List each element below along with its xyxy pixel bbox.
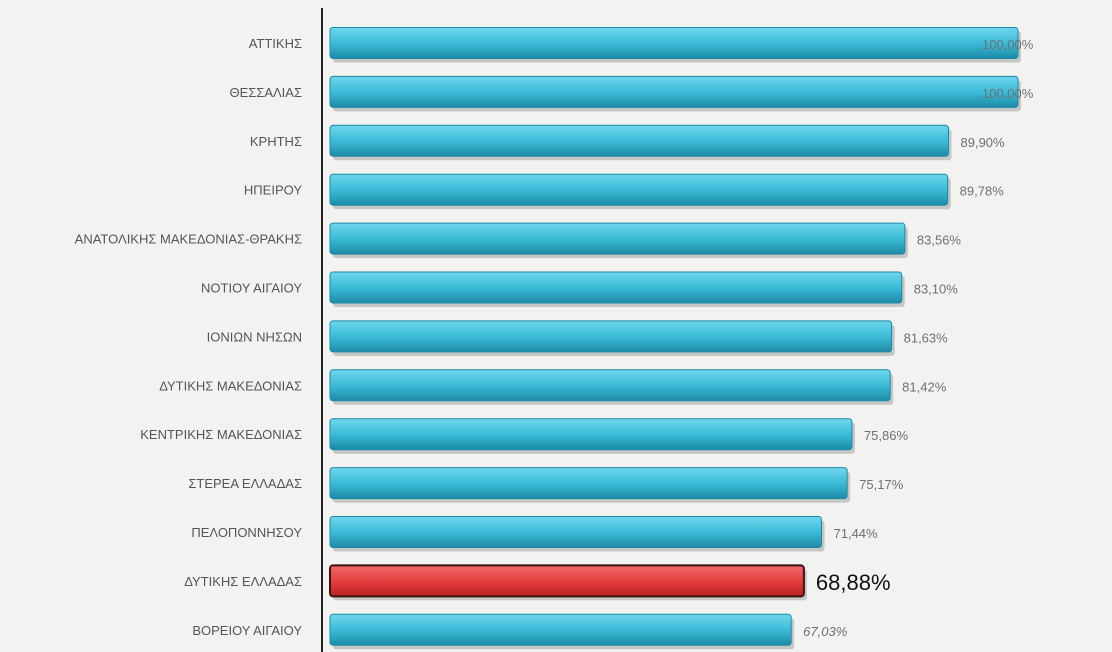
bar [329, 27, 1019, 59]
category-label: ΘΕΣΣΑΛΙΑΣ [229, 85, 302, 100]
value-label: 81,63% [904, 330, 949, 345]
bar [329, 516, 823, 548]
value-label: 75,17% [859, 477, 904, 492]
bar [329, 320, 893, 353]
bar [329, 613, 792, 646]
category-label: ΒΟΡΕΙΟΥ ΑΙΓΑΙΟΥ [192, 623, 302, 638]
category-label: ΔΥΤΙΚΗΣ ΕΛΛΑΔΑΣ [184, 574, 302, 589]
category-label: ΠΕΛΟΠΟΝΝΗΣΟΥ [191, 525, 302, 540]
category-label: ΣΤΕΡΕΑ ΕΛΛΑΔΑΣ [188, 476, 302, 491]
bar [329, 173, 949, 206]
value-label: 75,86% [864, 428, 909, 443]
value-label: 100,00% [982, 86, 1034, 101]
category-label: ΝΟΤΙΟΥ ΑΙΓΑΙΟΥ [201, 281, 302, 296]
value-label: 83,56% [917, 233, 962, 248]
category-label: ΙΟΝΙΩΝ ΝΗΣΩΝ [207, 329, 302, 344]
value-label-highlight: 68,88% [816, 570, 891, 595]
bar [329, 418, 853, 451]
bar [329, 75, 1019, 108]
bar [329, 369, 891, 402]
value-label: 100,00% [982, 37, 1034, 52]
category-label: ΗΠΕΙΡΟΥ [244, 183, 302, 198]
category-label: ΚΡΗΤΗΣ [250, 134, 302, 149]
value-label: 67,03% [803, 624, 847, 639]
value-label: 71,44% [834, 526, 879, 541]
bar [329, 271, 903, 304]
bar [329, 124, 950, 157]
category-label: ΑΝΑΤΟΛΙΚΗΣ ΜΑΚΕΔΟΝΙΑΣ-ΘΡΑΚΗΣ [75, 232, 302, 247]
value-label: 89,78% [960, 184, 1005, 199]
category-label: ΑΤΤΙΚΗΣ [249, 36, 302, 51]
bar-highlight [329, 564, 805, 598]
value-label: 83,10% [914, 282, 959, 297]
value-label: 81,42% [902, 379, 947, 394]
bar [329, 222, 906, 255]
category-label: ΚΕΝΤΡΙΚΗΣ ΜΑΚΕΔΟΝΙΑΣ [140, 427, 302, 442]
bar [329, 467, 848, 500]
category-label: ΔΥΤΙΚΗΣ ΜΑΚΕΔΟΝΙΑΣ [159, 378, 302, 393]
value-label: 89,90% [961, 135, 1006, 150]
